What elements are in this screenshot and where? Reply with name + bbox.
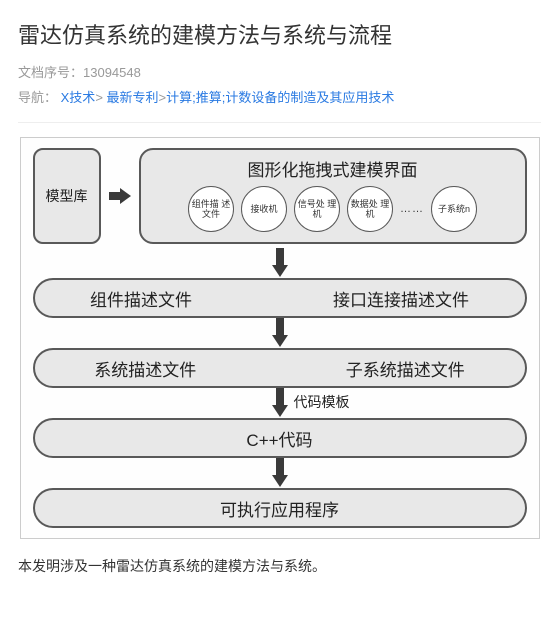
stage-1-right: 接口连接描述文件: [333, 286, 469, 311]
ellipsis-icon: ……: [400, 203, 424, 215]
arrow-down-icon: [273, 248, 287, 278]
arrow-down-icon: [273, 388, 287, 418]
nav-sep-1: >: [159, 90, 167, 105]
h-arrow-wrap: [109, 148, 131, 244]
module-library-node: 模型库: [33, 148, 101, 244]
bubble-1: 接收机: [241, 186, 287, 232]
arrow-row-1: [33, 248, 527, 278]
bubble-2: 信号处 理机: [294, 186, 340, 232]
nav-link-0[interactable]: X技术: [61, 90, 96, 105]
description-text: 本发明涉及一种雷达仿真系统的建模方法与系统。: [18, 555, 541, 577]
stage-2: 系统描述文件 子系统描述文件: [33, 348, 527, 388]
breadcrumb: 导航： X技术> 最新专利>计算;推算;计数设备的制造及其应用技术: [18, 87, 541, 106]
bubble-row: 组件描 述文件 接收机 信号处 理机 数据处 理机 …… 子系统n: [188, 186, 477, 232]
nav-link-2[interactable]: 计算;推算;计数设备的制造及其应用技术: [166, 90, 394, 105]
arrow-row-4: [33, 458, 527, 488]
nav-link-1[interactable]: 最新专利: [107, 90, 159, 105]
arrow-row-3: 代码模板: [33, 388, 527, 418]
arrow-right-icon: [109, 189, 131, 203]
modeling-panel-title: 图形化拖拽式建模界面: [248, 156, 418, 181]
nav-label: 导航：: [18, 90, 57, 105]
doc-id-value: 13094548: [83, 65, 141, 80]
stage-2-left: 系统描述文件: [94, 356, 196, 381]
modeling-panel: 图形化拖拽式建模界面 组件描 述文件 接收机 信号处 理机 数据处 理机 …… …: [139, 148, 527, 244]
arrow-label: 代码模板: [294, 392, 350, 412]
nav-sep-0: >: [95, 90, 106, 105]
stage-3: C++代码: [33, 418, 527, 458]
bubble-4: 子系统n: [431, 186, 477, 232]
stage-1: 组件描述文件 接口连接描述文件: [33, 278, 527, 318]
doc-id-line: 文档序号：13094548: [18, 62, 541, 81]
page-title: 雷达仿真系统的建模方法与系统与流程: [18, 18, 541, 50]
arrow-row-2: [33, 318, 527, 348]
stage-4: 可执行应用程序: [33, 488, 527, 528]
bubble-0: 组件描 述文件: [188, 186, 234, 232]
diagram-top-row: 模型库 图形化拖拽式建模界面 组件描 述文件 接收机 信号处 理机 数据处 理机…: [33, 148, 527, 244]
divider: [18, 122, 541, 123]
stage-1-left: 组件描述文件: [90, 286, 192, 311]
flowchart-diagram: 模型库 图形化拖拽式建模界面 组件描 述文件 接收机 信号处 理机 数据处 理机…: [20, 137, 540, 539]
arrow-down-icon: [273, 318, 287, 348]
doc-id-label: 文档序号：: [18, 65, 83, 80]
stage-2-right: 子系统描述文件: [346, 356, 465, 381]
arrow-down-icon: [273, 458, 287, 488]
bubble-3: 数据处 理机: [347, 186, 393, 232]
